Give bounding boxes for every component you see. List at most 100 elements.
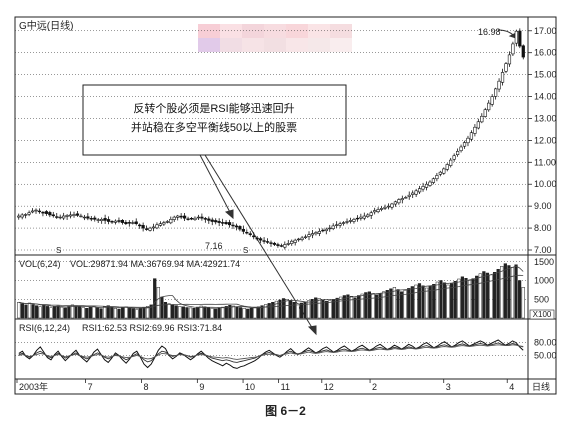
candle-body xyxy=(328,227,332,230)
x-tick-label: 2 xyxy=(372,382,377,392)
candle-body xyxy=(214,220,218,223)
candle-body xyxy=(276,244,280,246)
volume-tick-label: 1500 xyxy=(534,257,554,267)
volume-tick-label: 1000 xyxy=(534,276,554,286)
volume-bar xyxy=(385,290,389,319)
volume-bars xyxy=(17,263,525,319)
candle-body xyxy=(37,210,42,213)
volume-bar xyxy=(31,304,35,319)
candle-body xyxy=(369,212,373,216)
candle-body xyxy=(227,222,232,226)
volume-bar xyxy=(281,298,286,319)
volume-bar xyxy=(514,264,518,319)
volume-bar xyxy=(192,308,196,319)
candle-body xyxy=(51,214,55,217)
volume-bar xyxy=(396,289,400,319)
volume-bar xyxy=(503,263,507,319)
volume-bar xyxy=(88,306,92,319)
candle-body xyxy=(414,190,418,195)
candle-body xyxy=(245,231,249,234)
figure-caption: 图 6－2 xyxy=(265,404,306,418)
price-tick-label: 8.00 xyxy=(534,223,552,233)
candle-body xyxy=(217,221,221,223)
candle-body xyxy=(200,216,204,219)
price-chart-title: G中远(日线) xyxy=(19,19,73,32)
volume-bar xyxy=(128,307,132,319)
volume-bar xyxy=(507,265,511,319)
volume-bar xyxy=(106,305,110,319)
price-tick-label: 13.00 xyxy=(534,113,557,123)
volume-bar xyxy=(407,288,411,319)
volume-bar xyxy=(256,306,261,319)
volume-bar xyxy=(242,308,246,319)
arrowhead-rsi xyxy=(307,325,317,336)
candle-body xyxy=(279,245,283,247)
candle-body xyxy=(290,240,294,244)
candle-body xyxy=(138,224,142,227)
candle-body xyxy=(348,220,353,222)
candle-body xyxy=(424,183,429,188)
volume-bar xyxy=(457,278,461,319)
price-tick-label: 17.00 xyxy=(534,26,557,36)
candle-body xyxy=(303,236,308,238)
volume-bar xyxy=(367,291,371,319)
candle-body xyxy=(511,43,515,55)
candle-body xyxy=(483,109,487,117)
volume-bar xyxy=(45,306,50,319)
candle-body xyxy=(48,212,52,216)
volume-bar xyxy=(235,306,239,319)
candle-body xyxy=(55,216,59,218)
rsi-chart-title: RSI(6,12,24) xyxy=(19,323,70,333)
price-tick-label: 15.00 xyxy=(534,70,557,80)
volume-bar xyxy=(213,308,218,319)
volume-bar xyxy=(110,306,114,319)
price-tick-label: 16.00 xyxy=(534,48,557,58)
rsi-line-rsi1 xyxy=(18,339,524,369)
price-tick-label: 7.00 xyxy=(534,245,552,255)
candle-body xyxy=(193,217,197,220)
volume-bar xyxy=(317,298,321,319)
volume-bar xyxy=(238,307,243,319)
candle-body xyxy=(103,218,107,221)
candle-body xyxy=(314,232,318,235)
annotation-box xyxy=(82,84,347,156)
volume-bar xyxy=(63,307,67,319)
volume-bar xyxy=(471,278,475,319)
candle-body xyxy=(355,217,360,220)
volume-bar xyxy=(103,306,107,319)
candle-body xyxy=(72,214,76,216)
candle-body xyxy=(186,218,190,220)
blurred-watermark xyxy=(198,24,352,52)
volume-bar xyxy=(120,307,125,319)
price-tick-label: 11.00 xyxy=(534,157,556,167)
volume-bar xyxy=(74,305,78,319)
volume-bar xyxy=(174,305,178,319)
volume-bar xyxy=(246,308,250,319)
candle-body xyxy=(487,102,491,111)
candle-body xyxy=(238,226,242,230)
candle-body xyxy=(490,96,494,105)
volume-bar xyxy=(389,288,393,319)
rsi-tick-label: 80.00 xyxy=(534,338,557,348)
candle-body xyxy=(466,137,470,144)
candle-body xyxy=(269,242,273,244)
candle-body xyxy=(172,216,176,220)
price-candles xyxy=(17,28,525,250)
volume-bar xyxy=(450,283,454,319)
volume-bar xyxy=(99,308,103,319)
candle-body xyxy=(68,214,73,217)
candle-body xyxy=(34,209,38,212)
candle-body xyxy=(286,243,290,245)
volume-bar xyxy=(446,284,450,319)
volume-bar xyxy=(231,305,236,319)
candle-body xyxy=(504,63,508,72)
volume-bar xyxy=(135,309,139,319)
volume-bar xyxy=(199,305,203,319)
candle-body xyxy=(44,211,48,214)
candle-body xyxy=(442,168,446,174)
volume-bar xyxy=(24,304,28,319)
candle-body xyxy=(404,197,408,199)
candle-body xyxy=(207,218,211,221)
candle-body xyxy=(162,222,166,225)
candle-body xyxy=(362,215,366,219)
